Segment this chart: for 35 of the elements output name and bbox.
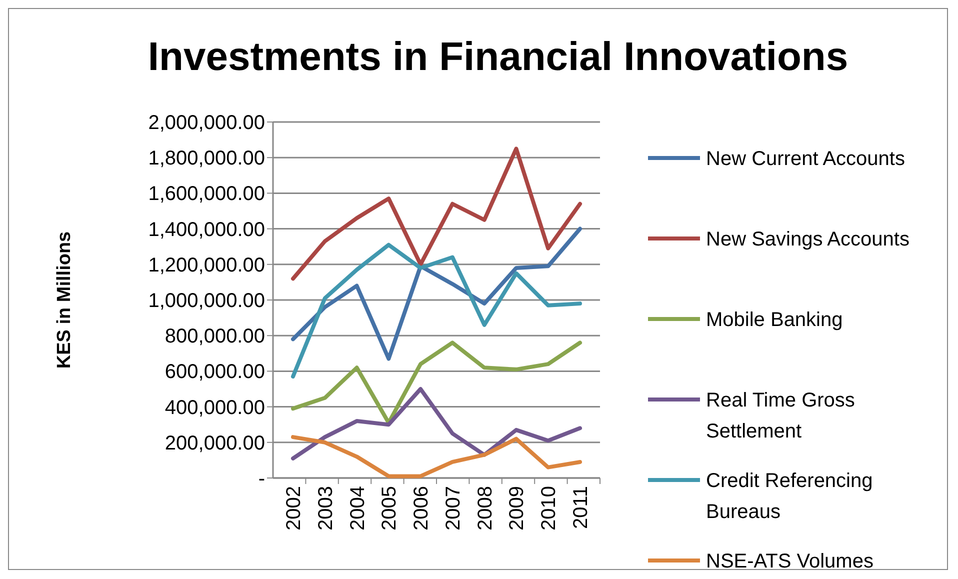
line-series	[291, 435, 582, 478]
x-tick-label: 2007	[442, 486, 464, 530]
y-tick-label: -	[258, 468, 265, 490]
y-tick-label: 600,000.00	[164, 361, 265, 384]
x-tick-label: 2003	[314, 486, 337, 530]
x-tick-label: 2008	[474, 486, 496, 530]
x-tick-label: 2009	[506, 486, 528, 530]
legend-label: Credit Referencing Bureaus	[706, 470, 873, 523]
x-tick-label: 2011	[570, 486, 592, 530]
chart-title: Investments in Financial Innovations	[148, 35, 848, 79]
y-tick-label: 2,000,000.00	[148, 112, 265, 134]
line-series	[291, 242, 582, 379]
line-series	[291, 226, 582, 361]
line-series	[291, 146, 582, 281]
legend-label: New Savings Accounts	[706, 228, 910, 250]
legend-label: NSE-ATS Volumes	[706, 550, 874, 572]
x-tick-label: 2002	[283, 486, 305, 530]
legend-label: Real Time Gross Settlement	[706, 390, 855, 442]
legend-label: New Current Accounts	[706, 148, 905, 170]
y-tick-label: 1,400,000.00	[148, 218, 265, 241]
y-tick-label: 1,600,000.00	[148, 183, 265, 206]
x-tick-label: 2010	[538, 486, 560, 530]
line-series	[291, 387, 582, 460]
y-tick-label: 800,000.00	[164, 326, 265, 348]
y-tick-label: 1,000,000.00	[148, 290, 265, 312]
y-tick-label: 1,200,000.00	[148, 254, 265, 276]
x-tick-label: 2004	[346, 486, 369, 530]
y-axis-title: KES in Millions	[54, 231, 75, 369]
line-series	[291, 340, 582, 425]
y-tick-label: 200,000.00	[164, 432, 265, 454]
y-tick-label: 400,000.00	[164, 396, 265, 419]
x-tick-label: 2006	[410, 486, 433, 530]
y-tick-label: 1,800,000.00	[148, 148, 265, 170]
x-tick-label: 2005	[378, 486, 401, 530]
legend-label: Mobile Banking	[706, 309, 843, 331]
